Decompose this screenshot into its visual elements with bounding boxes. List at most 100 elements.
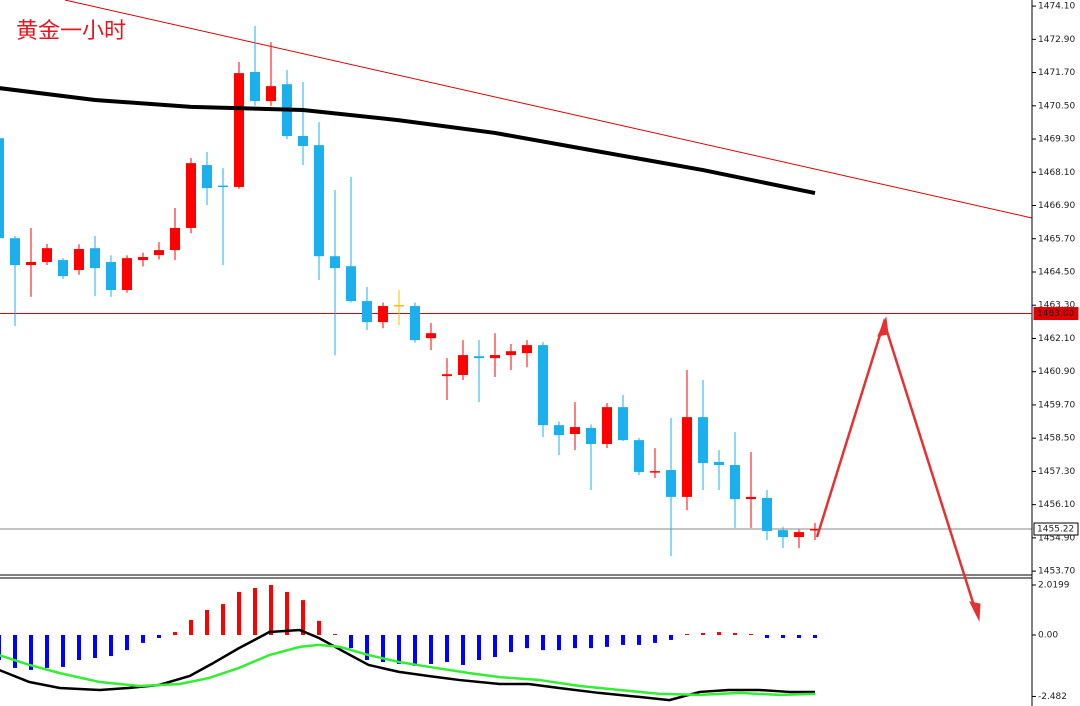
- histogram-bar: [765, 635, 769, 638]
- y-tick-label: 1474.10: [1038, 2, 1075, 12]
- candle-body: [650, 471, 660, 473]
- candle-body: [634, 440, 644, 472]
- histogram-bar: [461, 635, 465, 665]
- y-tick-label: 1471.70: [1038, 68, 1075, 78]
- histogram-bar: [701, 633, 705, 636]
- candle-body: [42, 248, 52, 263]
- plot-layer: [0, 26, 1032, 702]
- y-tick-label: 1453.70: [1038, 567, 1075, 577]
- histogram-bar: [413, 635, 417, 666]
- candle-body: [10, 238, 20, 266]
- histogram-bar: [317, 620, 321, 636]
- histogram-bar: [77, 635, 81, 661]
- histogram-bar: [781, 635, 785, 638]
- histogram-bar: [125, 635, 129, 651]
- candle-body: [554, 425, 564, 436]
- histogram-bar: [621, 635, 625, 645]
- histogram-bar: [573, 635, 577, 649]
- price-label: 1463.00: [1037, 309, 1074, 319]
- candle-body: [458, 355, 468, 376]
- y-tick-label: 1454.90: [1038, 533, 1075, 543]
- candle-body: [298, 135, 308, 146]
- histogram-bar: [717, 632, 721, 636]
- candle-body: [810, 529, 820, 531]
- trend-line: [64, 0, 1033, 219]
- candle-body: [122, 258, 132, 290]
- histogram-bar: [653, 635, 657, 643]
- histogram-bar: [605, 635, 609, 647]
- candle-body: [74, 249, 84, 271]
- histogram-bar: [733, 633, 737, 636]
- histogram-bar: [45, 635, 49, 668]
- histogram-bar: [797, 635, 801, 638]
- histogram-bar: [13, 635, 17, 668]
- histogram-bar: [749, 634, 753, 636]
- candle-body: [538, 345, 548, 426]
- histogram-bar: [813, 635, 817, 638]
- candle-body: [170, 227, 180, 251]
- histogram-bar: [509, 635, 513, 653]
- candle-body: [778, 530, 788, 538]
- histogram-bar: [269, 584, 273, 636]
- y-tick-label: 1457.30: [1038, 467, 1075, 477]
- y-tick-label: 1462.10: [1038, 334, 1075, 344]
- histogram-bar: [525, 635, 529, 649]
- histogram-bar: [285, 591, 289, 636]
- histogram-bar: [557, 635, 561, 651]
- histogram-bar: [253, 587, 257, 636]
- candle-body: [618, 407, 628, 441]
- histogram-bar: [381, 635, 385, 662]
- histogram-bar: [493, 635, 497, 658]
- candle-body: [58, 260, 68, 277]
- candle-body: [362, 301, 372, 323]
- forecast-arrow: [815, 316, 981, 622]
- candle-body: [394, 304, 404, 307]
- y-tick-label: 1472.90: [1038, 35, 1075, 45]
- moving-average: [0, 86, 816, 196]
- candle-body: [714, 461, 724, 466]
- indicator-line: [0, 643, 816, 697]
- histogram-bar: [333, 634, 337, 636]
- y-tick-label: 1459.70: [1038, 400, 1075, 410]
- candle-body: [586, 427, 596, 444]
- price-label-box: [1033, 307, 1079, 321]
- y-tick-label: 2.0199: [1038, 580, 1070, 590]
- candle-body: [730, 465, 740, 500]
- y-tick-label: -2.482: [1038, 692, 1067, 702]
- histogram-bar: [221, 604, 225, 636]
- y-tick-label: 1468.10: [1038, 168, 1075, 178]
- candle-body: [506, 351, 516, 356]
- histogram-bar: [429, 635, 433, 664]
- candle-body: [794, 532, 804, 538]
- histogram-bar: [0, 635, 1, 661]
- histogram-bar: [669, 635, 673, 640]
- histogram-bar: [189, 619, 193, 636]
- histogram-bar: [237, 591, 241, 636]
- candle-body: [378, 306, 388, 323]
- candle-body: [602, 407, 612, 444]
- candle-body: [202, 165, 212, 189]
- candle-body: [666, 470, 676, 497]
- candle-body: [410, 306, 420, 341]
- candle-body: [186, 163, 196, 228]
- candle-body: [106, 262, 116, 290]
- candle-body: [90, 248, 100, 269]
- histogram-bar: [589, 635, 593, 649]
- candle-body: [570, 427, 580, 435]
- y-tick-label: 1465.70: [1038, 234, 1075, 244]
- candle-body: [682, 417, 692, 497]
- candle-body: [762, 498, 772, 531]
- candle-body: [746, 496, 756, 500]
- histogram-bar: [301, 600, 305, 636]
- y-tick-label: 1469.30: [1038, 135, 1075, 145]
- chart-title: 黄金一小时: [16, 19, 126, 44]
- candle-body: [522, 345, 532, 354]
- histogram-bar: [141, 635, 145, 643]
- candle-body: [314, 145, 324, 257]
- y-tick-label: 1464.50: [1038, 267, 1075, 277]
- histogram-bar: [93, 635, 97, 659]
- y-tick-label: 1470.50: [1038, 101, 1075, 111]
- candle-body: [0, 138, 4, 239]
- candle-body: [698, 417, 708, 464]
